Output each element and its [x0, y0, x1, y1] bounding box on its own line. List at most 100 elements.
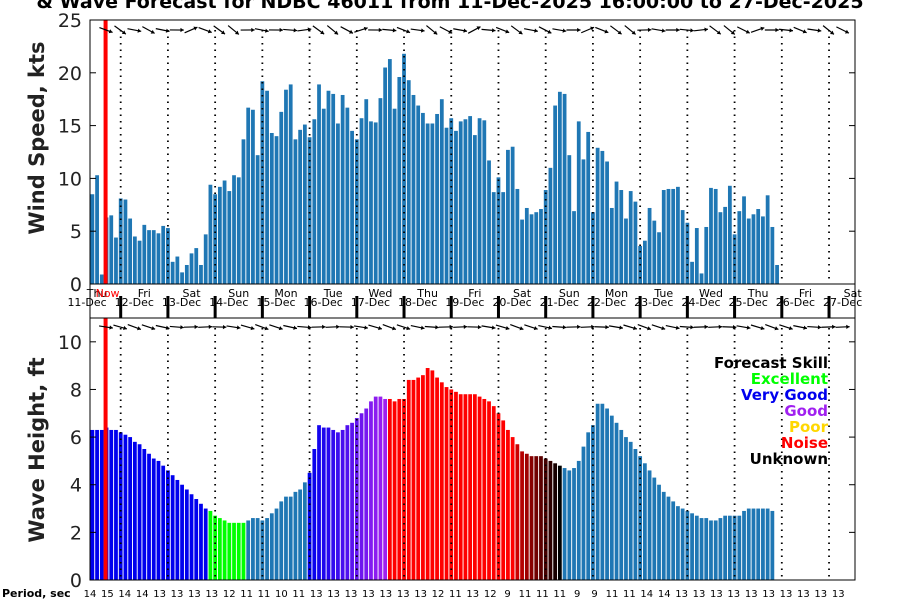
- bar: [227, 522, 232, 580]
- bar: [449, 118, 454, 285]
- bar: [421, 375, 425, 580]
- arrow-head: [846, 324, 850, 329]
- direction-arrow: [155, 28, 170, 33]
- bar: [189, 253, 194, 284]
- date-label: 22-Dec: [587, 296, 626, 309]
- arrow-head: [505, 29, 510, 34]
- direction-arrow: [651, 28, 666, 33]
- bar: [302, 124, 307, 284]
- bar: [118, 198, 123, 284]
- bar: [189, 494, 194, 580]
- bar: [723, 515, 728, 580]
- arrow-head: [392, 28, 397, 33]
- arrow-head: [137, 28, 142, 33]
- direction-arrow: [524, 28, 538, 33]
- bar: [576, 460, 581, 580]
- period-value: 14: [84, 589, 97, 600]
- direction-arrow: [836, 26, 850, 34]
- arrow-head: [746, 325, 751, 330]
- bar: [699, 273, 704, 284]
- bar: [416, 105, 421, 284]
- bar: [586, 432, 591, 580]
- bar: [255, 518, 260, 580]
- direction-arrow: [651, 324, 666, 331]
- bar: [458, 121, 463, 284]
- direction-arrow: [127, 28, 142, 33]
- bar: [331, 93, 336, 284]
- period-value: 12: [432, 589, 445, 600]
- direction-arrow: [580, 26, 595, 34]
- arrow-head: [433, 30, 438, 35]
- bar: [222, 180, 227, 284]
- date-label: 14-Dec: [209, 296, 248, 309]
- bar: [642, 463, 647, 580]
- direction-arrow: [183, 324, 199, 330]
- bar: [321, 427, 326, 580]
- arrow-head: [619, 325, 623, 330]
- day-name-label: Sat: [513, 287, 532, 300]
- arrow-head: [150, 29, 155, 34]
- bar: [132, 441, 137, 580]
- bar: [284, 89, 288, 284]
- bar: [557, 91, 562, 284]
- period-value: 13: [780, 589, 793, 600]
- bar: [742, 196, 746, 284]
- arrow-head: [760, 26, 765, 31]
- bar: [147, 453, 151, 580]
- bar: [685, 510, 690, 580]
- arrow-head: [251, 27, 255, 33]
- direction-arrow: [169, 27, 184, 33]
- bar: [439, 382, 444, 580]
- bar: [775, 264, 779, 284]
- direction-arrow: [722, 324, 737, 330]
- bar: [756, 209, 761, 284]
- bar: [543, 190, 548, 284]
- bar: [359, 413, 364, 580]
- bar: [364, 408, 369, 580]
- bar: [208, 510, 213, 580]
- day-name-label: Sun: [559, 287, 580, 300]
- bar: [690, 261, 694, 284]
- arrow-head: [716, 30, 721, 35]
- legend-item-very-good: Very Good: [741, 386, 828, 404]
- bar: [378, 396, 383, 580]
- arrow-head: [661, 326, 666, 331]
- y-tick-label: 0: [70, 570, 82, 592]
- bar: [123, 199, 128, 284]
- bar: [90, 429, 95, 580]
- period-value: 11: [536, 589, 549, 600]
- direction-arrow: [693, 27, 709, 32]
- bar: [770, 510, 775, 580]
- bar: [151, 230, 156, 284]
- bar: [704, 226, 709, 284]
- direction-arrow: [793, 325, 808, 330]
- bar: [520, 219, 524, 284]
- period-value: 13: [832, 589, 845, 600]
- period-value: 13: [153, 589, 166, 600]
- direction-arrow: [552, 325, 567, 330]
- bar: [605, 408, 609, 580]
- bar: [718, 212, 723, 284]
- direction-arrow: [254, 28, 269, 33]
- bar: [435, 113, 439, 284]
- bar: [114, 237, 118, 284]
- bar: [666, 496, 671, 580]
- bar: [694, 515, 699, 580]
- bar: [671, 501, 676, 580]
- bar: [430, 370, 435, 580]
- direction-arrow: [297, 27, 312, 32]
- bar: [539, 456, 543, 580]
- bar: [142, 224, 147, 284]
- arrow-head: [463, 28, 468, 33]
- date-label: 18-Dec: [398, 296, 437, 309]
- direction-arrow: [736, 26, 751, 34]
- bar: [251, 518, 255, 580]
- bar: [99, 429, 104, 580]
- arrow-head: [449, 324, 453, 330]
- bar: [765, 508, 770, 580]
- arrow-head: [137, 326, 141, 331]
- arrow-head: [349, 29, 354, 34]
- bar: [416, 377, 421, 580]
- day-name-label: Fri: [799, 287, 812, 300]
- bar: [321, 108, 326, 284]
